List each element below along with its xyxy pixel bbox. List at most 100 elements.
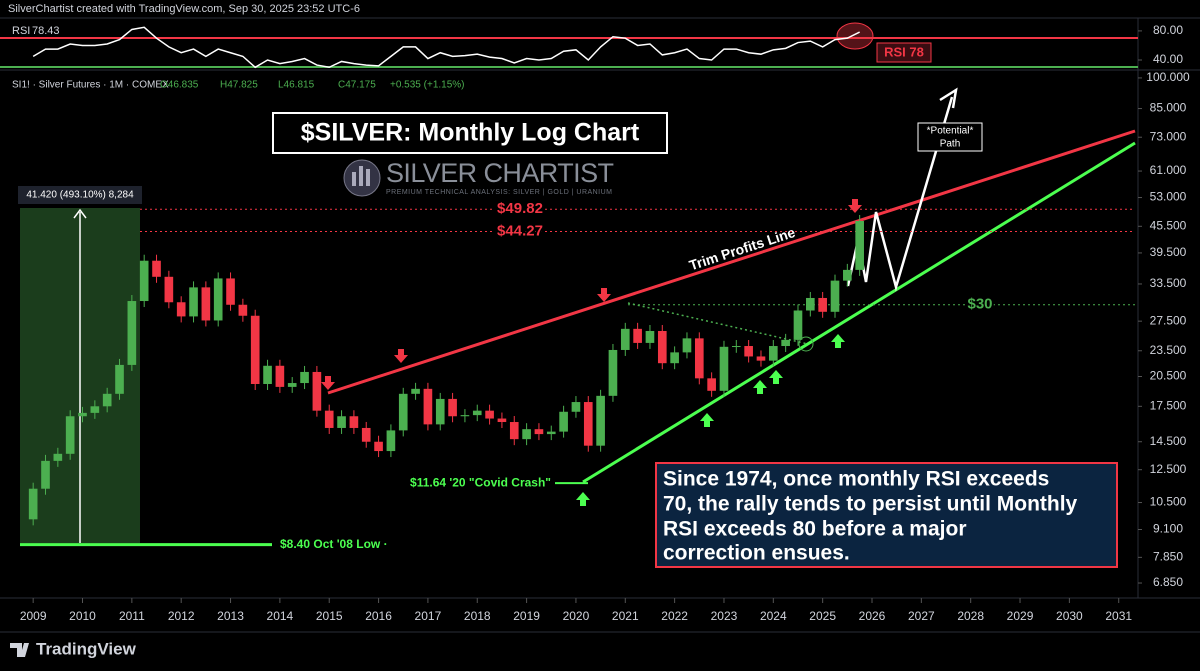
candle: [300, 371, 309, 384]
candle: [855, 220, 864, 270]
sell-arrow: [394, 349, 408, 363]
brand-logo: [10, 643, 29, 657]
candle: [312, 371, 322, 411]
x-tick-label: 2011: [119, 609, 145, 623]
candle: [263, 365, 272, 384]
candle: [485, 410, 494, 419]
rsi-name: RSI: [12, 25, 30, 37]
sell-arrow: [321, 376, 335, 390]
x-tick-label: 2013: [217, 609, 244, 623]
path-label: *Potential*: [927, 126, 974, 137]
candle: [768, 346, 778, 361]
candle: [522, 429, 531, 440]
y-tick-label: 17.500: [1150, 398, 1187, 412]
y-tick-label: 33.500: [1150, 276, 1187, 290]
candle: [448, 398, 457, 417]
ohlc-value: L46.815: [278, 80, 315, 91]
brand: TradingView: [36, 639, 137, 658]
candle: [164, 276, 174, 303]
candle: [411, 388, 420, 394]
rsi-badge: [876, 42, 932, 63]
candle: [830, 280, 840, 312]
x-tick-label: 2014: [267, 609, 294, 623]
candle: [806, 297, 815, 311]
note-line: 70, the rally tends to persist until Mon…: [663, 493, 1078, 516]
candle: [645, 330, 655, 343]
candle: [90, 406, 100, 413]
y-tick-label: 39.500: [1150, 245, 1187, 259]
x-tick-label: 2009: [20, 609, 47, 623]
x-tick-label: 2012: [168, 609, 195, 623]
x-tick-label: 2018: [464, 609, 491, 623]
oct08-low-label: $8.40 Oct '08 Low ·: [280, 537, 388, 551]
covid-low-label: $11.64 '20 "Covid Crash": [410, 475, 551, 489]
candle: [818, 297, 827, 312]
path-box: [917, 122, 983, 152]
note-box: [655, 462, 1118, 568]
y-tick-label: 7.850: [1153, 550, 1183, 564]
credit: SilverChartist created with TradingView.…: [8, 3, 360, 15]
candle: [250, 315, 260, 384]
y-tick-label: 27.500: [1150, 313, 1187, 327]
x-tick-label: 2022: [661, 609, 688, 623]
y-tick-label: 53.000: [1150, 190, 1187, 204]
candle: [509, 422, 519, 440]
rsi-badge-text: RSI 78: [884, 44, 924, 59]
candle: [115, 364, 124, 394]
measure-label-bg: [18, 186, 142, 204]
candle: [213, 278, 223, 321]
candle: [139, 260, 149, 302]
candle: [349, 416, 359, 428]
candle: [176, 302, 186, 317]
x-tick-label: 2029: [1007, 609, 1034, 623]
x-tick-label: 2015: [316, 609, 343, 623]
candle: [275, 365, 285, 387]
candle: [287, 383, 297, 387]
candle: [497, 418, 507, 423]
x-tick-label: 2030: [1056, 609, 1083, 623]
candle: [102, 393, 112, 407]
candle: [596, 395, 605, 446]
candle: [571, 402, 581, 412]
x-tick-label: 2021: [612, 609, 639, 623]
candle: [152, 260, 161, 277]
x-tick-label: 2020: [563, 609, 590, 623]
support-trendline: [582, 141, 1136, 484]
buy-arrow: [700, 413, 714, 427]
note-line: RSI exceeds 80 before a major: [663, 518, 967, 541]
y-tick-label: 20.500: [1150, 369, 1187, 383]
candle: [559, 411, 568, 432]
potential-path-head: [939, 87, 958, 109]
buy-arrow: [753, 380, 767, 394]
x-tick-label: 2028: [957, 609, 984, 623]
sell-arrow: [848, 199, 862, 213]
level-label: $30: [967, 296, 992, 313]
x-tick-label: 2031: [1105, 609, 1132, 623]
candle: [694, 338, 704, 379]
note-line: Since 1974, once monthly RSI exceeds: [663, 468, 1049, 491]
x-tick-label: 2024: [760, 609, 787, 623]
x-tick-label: 2026: [859, 609, 886, 623]
candle: [226, 278, 235, 305]
logo-mark: [359, 166, 363, 186]
candle: [620, 328, 630, 350]
x-tick-label: 2010: [69, 609, 96, 623]
candle: [324, 410, 334, 428]
candle: [793, 310, 803, 340]
breakout-circle: [798, 336, 814, 352]
logo-mark: [366, 169, 370, 186]
level-label: $49.82: [497, 200, 543, 217]
ohlc-value: C47.175: [338, 80, 376, 91]
candle: [744, 346, 753, 357]
candle: [731, 346, 741, 348]
buy-arrow: [769, 370, 783, 384]
candle: [53, 453, 63, 461]
logo-text: SILVER CHARTIST: [386, 158, 614, 188]
candle: [78, 412, 87, 417]
y-tick-label: 9.100: [1153, 522, 1183, 536]
x-tick-label: 2017: [415, 609, 442, 623]
rsi-highlight: [836, 22, 874, 50]
candle: [127, 301, 137, 365]
